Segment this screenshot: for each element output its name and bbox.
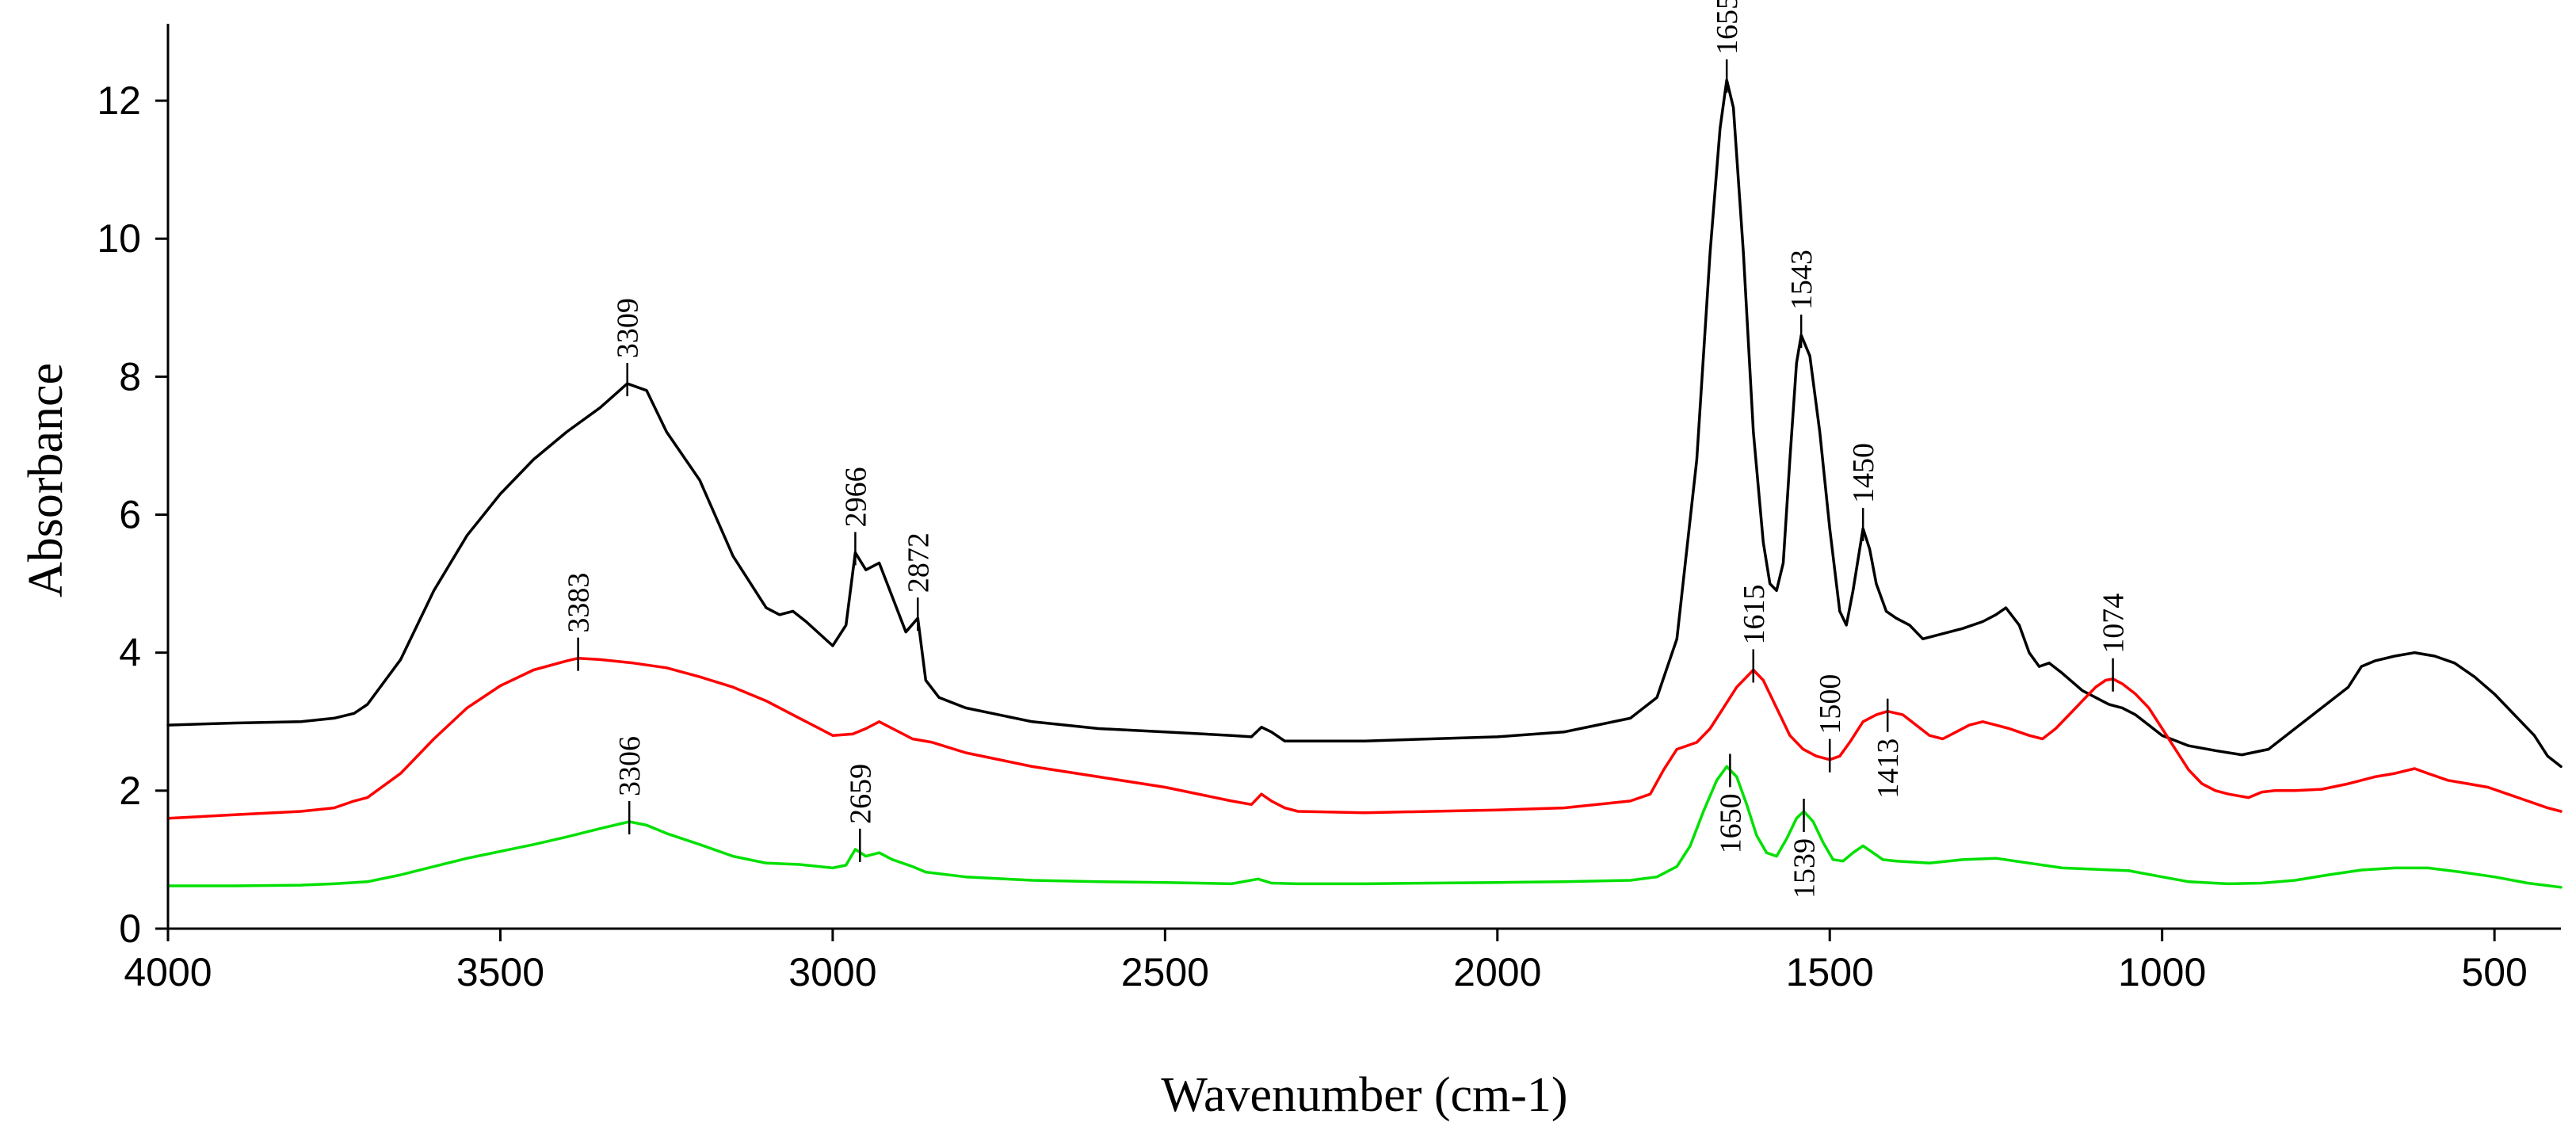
peak-annotation: 2659 [844,764,877,862]
peak-label: 1450 [1847,443,1880,503]
peak-label: 1655 [1711,0,1744,55]
y-tick-label: 12 [97,78,141,123]
peak-label: 2966 [839,467,872,527]
peak-label: 3383 [563,573,596,633]
peak-label: 2872 [902,532,935,593]
x-axis-ticks: 4000 3500 3000 2500 2000 1500 1000 500 [124,929,2528,994]
peak-label: 1543 [1785,250,1818,310]
x-tick-label: 3000 [788,950,876,994]
y-tick-label: 0 [119,906,141,951]
y-tick-label: 2 [119,769,141,813]
x-tick-label: 2000 [1453,950,1541,994]
peak-label: 3309 [612,298,645,358]
series-layer [166,78,2563,889]
y-tick-label: 8 [119,354,141,399]
peak-annotation: 1539 [1788,798,1822,899]
peak-annotation: 3306 [613,736,647,835]
series-line-green [166,765,2563,889]
peak-annotation: 1450 [1847,443,1880,541]
peak-annotation: 1615 [1738,584,1771,683]
x-tick-label: 1500 [1786,950,1874,994]
y-tick-label: 4 [119,631,141,675]
peak-label: 3306 [613,736,647,796]
x-tick-label: 1000 [2118,950,2206,994]
x-axis-title: Wavenumber (cm-1) [1161,1068,1567,1122]
peak-annotation: 1543 [1785,250,1818,349]
peak-annotation: 3309 [612,298,645,397]
peak-annotation: 1650 [1714,754,1747,853]
peak-annotation: 1413 [1872,698,1905,799]
peak-label: 1500 [1814,674,1847,735]
y-tick-label: 6 [119,493,141,537]
peak-annotation: 1655 [1711,0,1744,93]
peak-annotation: 2872 [902,532,935,632]
x-tick-label: 2500 [1121,950,1209,994]
y-axis-ticks: 0 2 4 6 8 10 12 [97,78,168,951]
peak-label: 2659 [844,764,877,824]
peak-annotation: 1074 [2097,593,2131,692]
x-tick-label: 4000 [124,950,212,994]
series-line-red [166,656,2563,820]
peak-annotation: 3383 [563,573,596,671]
peak-label: 1074 [2097,593,2131,654]
x-tick-label: 500 [2461,950,2527,994]
peak-annotation: 2966 [839,467,872,566]
y-tick-label: 10 [97,216,141,261]
peak-labels: 3309 2966 2872 1655 1543 1450 3383 1615 1500 1413… [563,0,2131,899]
peak-label: 1539 [1788,838,1822,899]
peak-label: 1615 [1738,584,1771,644]
peak-label: 1413 [1872,738,1905,799]
x-tick-label: 3500 [456,950,544,994]
peak-annotation: 1500 [1814,674,1847,773]
y-axis-title: Absorbance [19,363,73,597]
peak-label: 1650 [1714,793,1747,853]
